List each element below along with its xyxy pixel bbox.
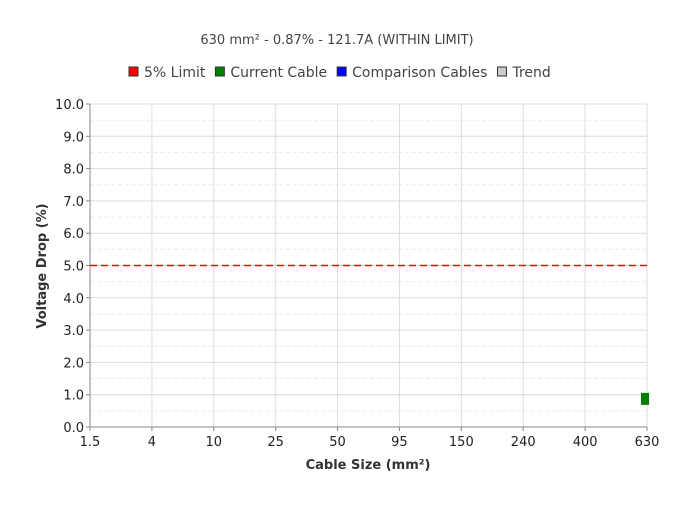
x-tick-label: 50 [329, 435, 346, 450]
x-tick-label: 630 [635, 435, 660, 450]
x-tick-label: 4 [148, 435, 156, 450]
y-tick-label: 10.0 [55, 98, 84, 113]
legend-swatch [336, 66, 347, 77]
x-tick-label: 400 [573, 435, 598, 450]
legend-label: Current Cable [230, 65, 327, 81]
y-tick-label: 6.0 [63, 227, 84, 242]
y-tick-label: 0.0 [63, 421, 84, 436]
legend-label: Comparison Cables [352, 65, 487, 81]
chart-title: 630 mm² - 0.87% - 121.7A (WITHIN LIMIT) [200, 33, 473, 48]
x-axis-label: Cable Size (mm²) [306, 458, 431, 473]
y-tick-label: 4.0 [63, 292, 84, 307]
x-tick-label: 10 [206, 435, 223, 450]
y-tick-label: 2.0 [63, 356, 84, 371]
legend-item: 5% Limit [128, 65, 206, 81]
x-tick-label: 1.5 [80, 435, 101, 450]
legend-label: 5% Limit [144, 65, 206, 81]
y-tick-label: 1.0 [63, 389, 84, 404]
grid [89, 103, 648, 428]
x-tick-label: 240 [511, 435, 536, 450]
legend-item: Comparison Cables [336, 65, 487, 81]
y-tick-label: 3.0 [63, 324, 84, 339]
x-tick-label: 95 [391, 435, 408, 450]
legend-item: Trend [496, 65, 551, 81]
y-tick-label: 5.0 [63, 260, 84, 275]
y-tick-label: 9.0 [63, 130, 84, 145]
axes: 0.0 1.0 2.0 3.0 4.0 5.0 6.0 7.0 8.0 9.0 10.0 1.5 4 10… [55, 98, 659, 450]
x-tick-label: 150 [449, 435, 474, 450]
legend-label: Trend [511, 65, 550, 81]
y-tick-label: 7.0 [63, 195, 84, 210]
legend-swatch [214, 66, 225, 77]
x-tick-label: 25 [267, 435, 284, 450]
legend: 5% Limit Current Cable Comparison Cables Tr… [128, 65, 551, 81]
legend-item: Current Cable [214, 65, 327, 81]
y-axis-label: Voltage Drop (%) [35, 203, 50, 328]
data-point [641, 392, 649, 405]
legend-swatch [128, 66, 139, 77]
legend-swatch [496, 66, 507, 77]
series-layer [90, 264, 649, 405]
y-tick-label: 8.0 [63, 163, 84, 178]
